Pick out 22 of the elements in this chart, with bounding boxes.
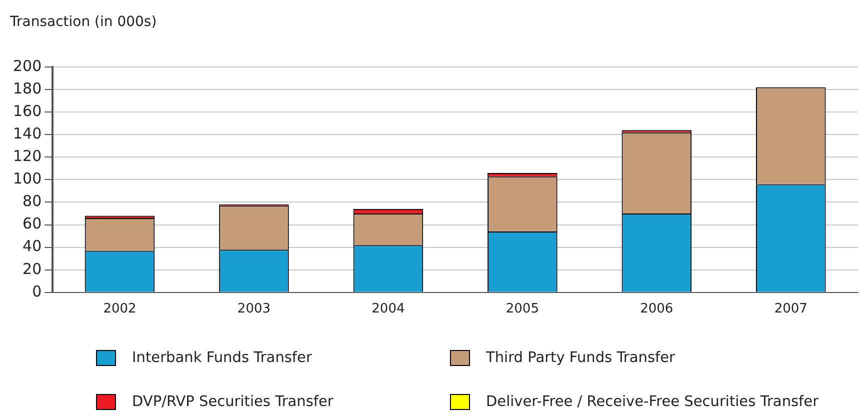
y-tick-label: 0 — [32, 282, 42, 300]
y-tick-label: 60 — [22, 214, 42, 233]
y-tick-label: 20 — [22, 260, 42, 278]
y-tick-label: 200 — [12, 56, 42, 75]
x-tick-label: 2002 — [103, 302, 136, 317]
y-tick-label: 140 — [12, 124, 42, 143]
legend-label: DVP/RVP Securities Transfer — [132, 394, 334, 410]
y-tick-label: 80 — [22, 192, 42, 210]
x-tick-label: 2005 — [506, 302, 539, 317]
y-tick-label: 100 — [12, 170, 42, 188]
legend-label: Deliver-Free / Receive-Free Securities Transfer — [486, 394, 819, 410]
y-tick-label: 160 — [12, 102, 42, 120]
legend-label: Interbank Funds Transfer — [132, 350, 312, 366]
x-tick-label: 2004 — [372, 302, 405, 317]
x-tick-label: 2003 — [237, 302, 271, 317]
y-tick-label: 180 — [12, 79, 42, 98]
y-tick-label: 40 — [22, 237, 42, 256]
legend-label: Third Party Funds Transfer — [486, 350, 676, 366]
x-tick-label: 2006 — [640, 302, 674, 317]
y-tick-label: 120 — [12, 147, 42, 166]
y-axis-title: Transaction (in 000s) — [10, 14, 157, 30]
x-tick-label: 2007 — [774, 302, 808, 317]
